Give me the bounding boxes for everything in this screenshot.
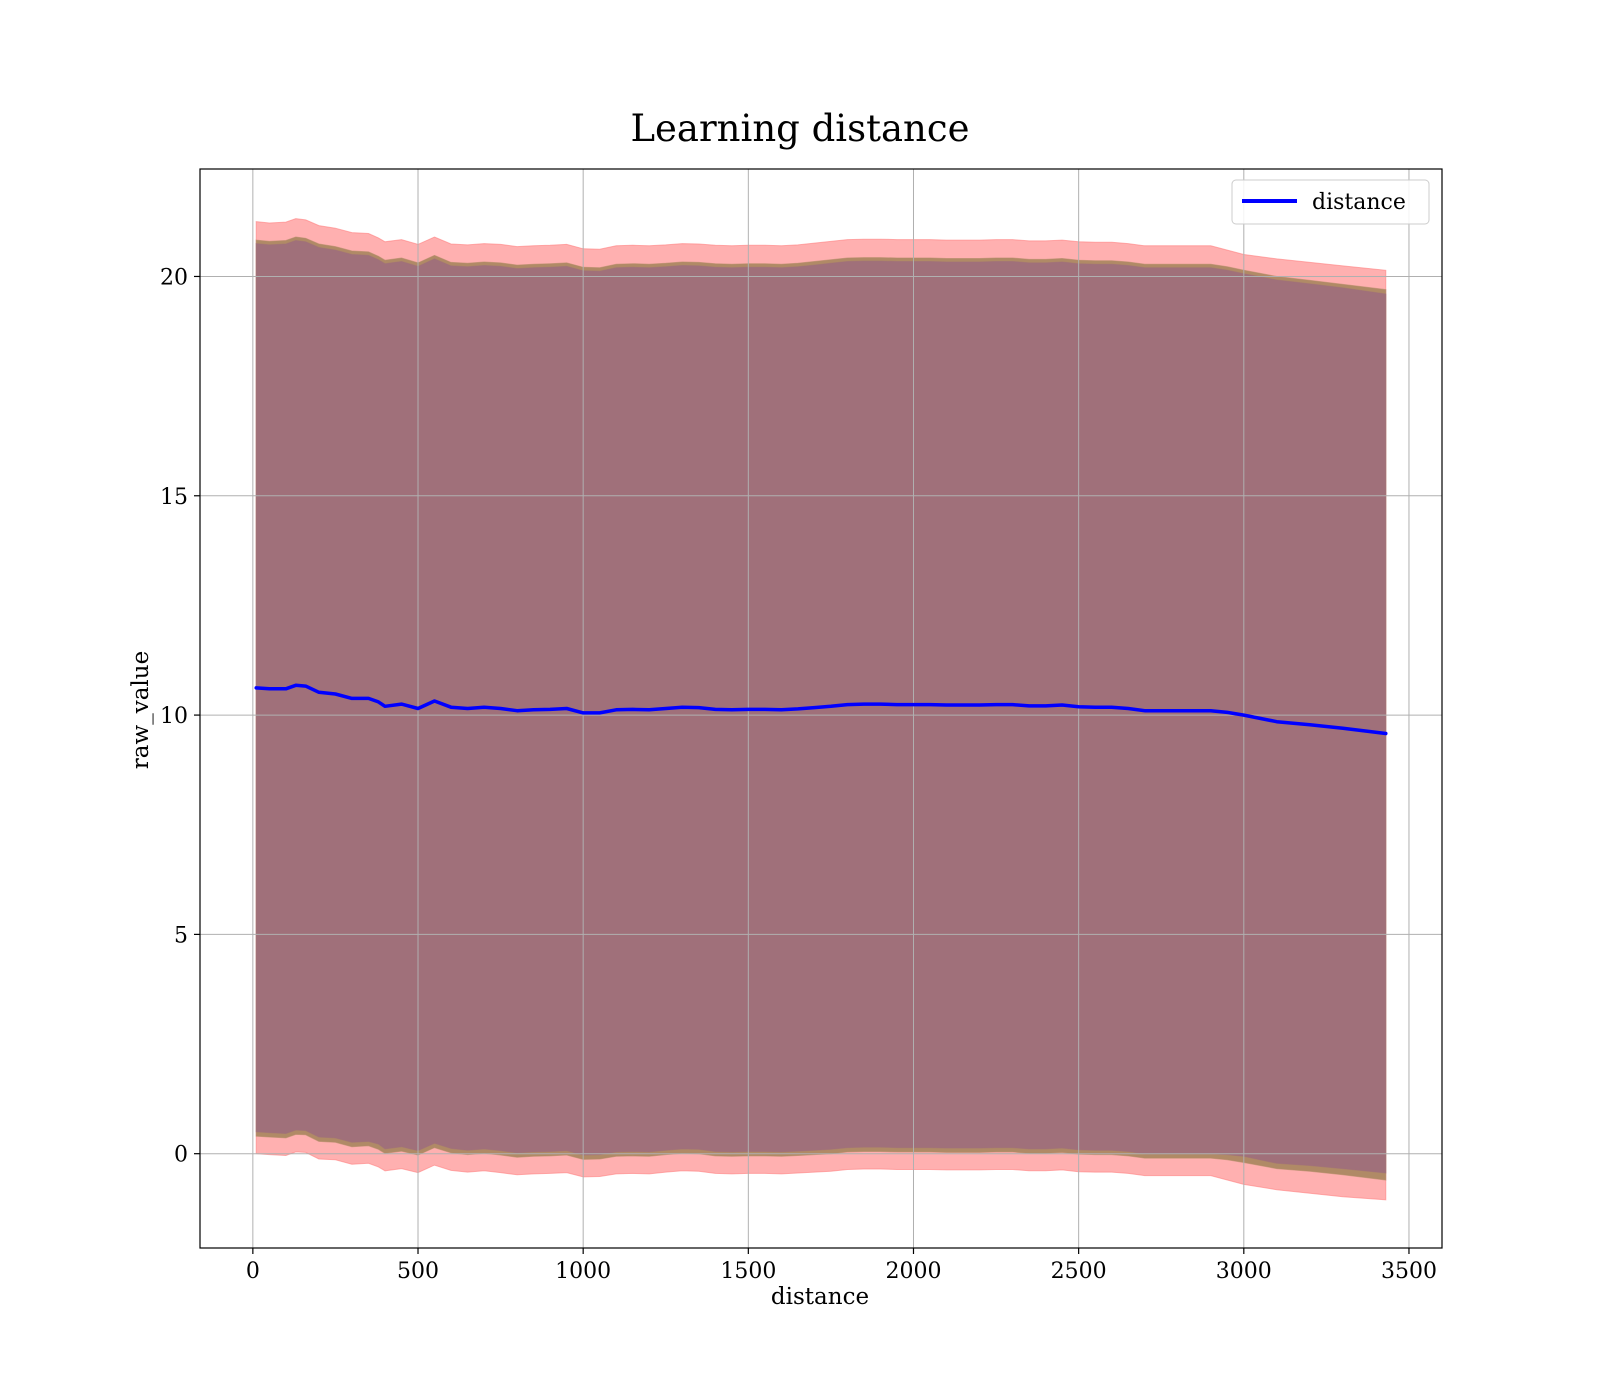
legend-entry-distance: distance (1312, 190, 1406, 215)
legend-box (1231, 179, 1430, 225)
x-tick-label: 1500 (720, 1259, 776, 1284)
y-tick-label: 0 (174, 1143, 188, 1168)
plot-area (199, 168, 1443, 1249)
x-tick-label: 1000 (555, 1259, 611, 1284)
series-line-distance (254, 683, 1388, 736)
x-tick-label: 2500 (1051, 1259, 1107, 1284)
series-lines (254, 683, 1388, 736)
x-axis-label: distance (771, 1284, 869, 1310)
legend: distance (1231, 179, 1430, 225)
y-tick-label: 10 (160, 704, 188, 729)
x-tick-label: 500 (397, 1259, 439, 1284)
x-tick-label: 0 (246, 1259, 260, 1284)
y-tick-label: 5 (174, 923, 188, 948)
y-axis-label: raw_value (128, 651, 154, 769)
chart-title: Learning distance (630, 107, 969, 150)
confidence-bands (255, 218, 1387, 1201)
x-tick-label: 3500 (1381, 1259, 1437, 1284)
plot-frame (199, 168, 1443, 1249)
x-tick-label: 2000 (885, 1259, 941, 1284)
y-tick-label: 20 (160, 265, 188, 290)
y-axis-ticks: 0 5 10 15 20 (160, 265, 200, 1168)
x-axis-ticks: 0 500 1000 1500 2000 2500 3000 3500 (246, 1248, 1437, 1284)
x-tick-label: 3000 (1216, 1259, 1272, 1284)
y-tick-label: 15 (160, 485, 188, 510)
